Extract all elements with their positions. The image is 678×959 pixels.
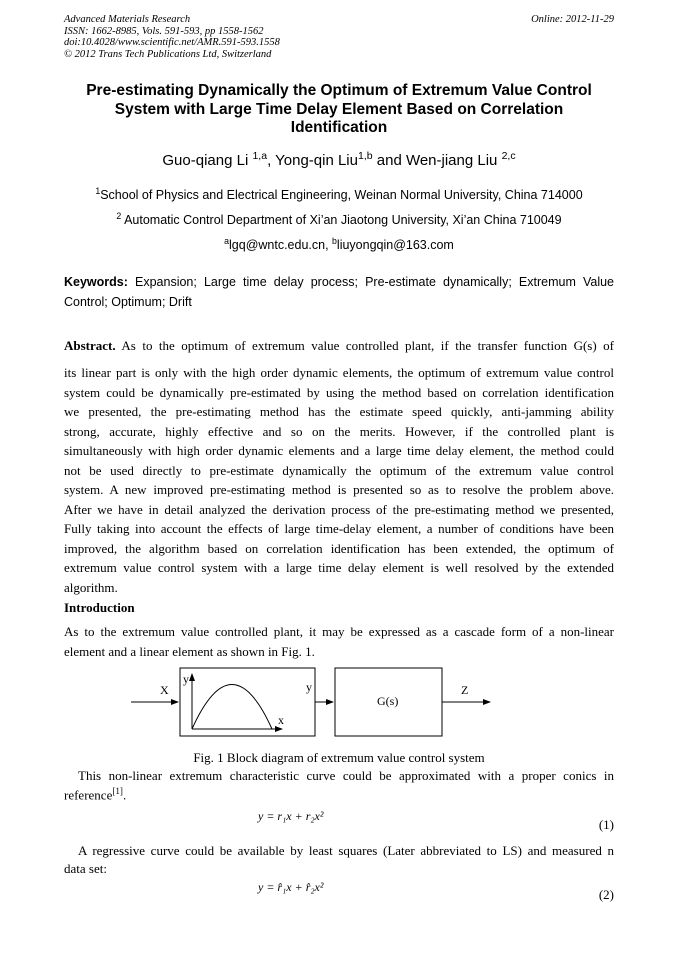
authors: Guo-qiang Li 1,a, Yong-qin Liu1,b and We… xyxy=(64,150,614,169)
text: . xyxy=(122,787,127,803)
journal-header: Advanced Materials Research ISSN: 1662-8… xyxy=(64,14,280,60)
author-sup: 1,b xyxy=(357,150,373,162)
text-line: reference[1]. xyxy=(64,786,614,803)
doi: doi:10.4028/www.scientific.net/AMR.591-5… xyxy=(64,37,280,48)
aff-text: School of Physics and Electrical Enginee… xyxy=(100,188,583,203)
affiliation-1: 1School of Physics and Electrical Engine… xyxy=(64,186,614,202)
abstract-line: we presented, the pre-estimating method … xyxy=(64,404,614,419)
title-line: Pre-estimating Dynamically the Optimum o… xyxy=(86,82,592,99)
axis-y-label: y xyxy=(183,672,189,686)
text: reference xyxy=(64,787,113,803)
abstract-line: algorithm. xyxy=(64,579,118,595)
citation-link[interactable]: [1] xyxy=(112,786,123,796)
abstract-line: extremum value control system with a lar… xyxy=(64,560,614,575)
text-line: This non-linear extremum characteristic … xyxy=(78,768,614,783)
email-sup: b xyxy=(332,236,337,246)
abstract-label: Abstract. xyxy=(64,338,116,353)
issn: ISSN: 1662-8985, Vols. 591-593, pp 1558-… xyxy=(64,25,264,37)
keywords-label: Keywords: xyxy=(64,275,128,289)
author: , Yong-qin Liu xyxy=(267,152,358,169)
axis-x-label: x xyxy=(278,713,284,727)
abstract-line: not be used directly to pre-estimate dyn… xyxy=(64,462,614,478)
abstract-text: As to the optimum of extremum value cont… xyxy=(115,338,614,353)
abstract-line: Fully taking into account the effects of… xyxy=(64,521,614,536)
nonlinear-block xyxy=(179,667,316,737)
abstract-line: improved, the algorithm based on correla… xyxy=(64,540,614,556)
abstract-line: system. A new improved pre-estimating me… xyxy=(64,482,614,497)
equation-2: y = r̂₁x + r̂₂x² xyxy=(258,880,324,894)
email-sup: a xyxy=(224,236,230,246)
journal-name: Advanced Materials Research xyxy=(64,14,191,25)
abstract-first-line: Abstract. As to the optimum of extremum … xyxy=(64,338,614,354)
equation-number: (2) xyxy=(598,887,614,902)
mid-label: y xyxy=(306,680,312,694)
output-label: Z xyxy=(461,683,468,697)
author: Guo-qiang Li xyxy=(162,152,253,169)
block-diagram: X y x y G(s) Z xyxy=(131,667,491,737)
aff-sup: 1 xyxy=(95,186,101,196)
author-sup: 1,a xyxy=(252,150,268,162)
keywords-text: Expansion; Large time delay process; Pre… xyxy=(64,275,614,309)
title-line: System with Large Time Delay Element Bas… xyxy=(114,100,564,118)
equation-1: y = r₁x + r₂x² xyxy=(258,809,324,823)
abstract-line: its linear part is only with the high or… xyxy=(64,365,614,380)
section-heading: Introduction xyxy=(64,600,135,615)
input-label: X xyxy=(160,683,169,697)
copyright: © 2012 Trans Tech Publications Ltd, Swit… xyxy=(64,48,272,60)
emails: algq@wntc.edu.cn, bliuyongqin@163.com xyxy=(64,236,614,252)
abstract-line: simultaneously with high order dynamic e… xyxy=(64,443,614,458)
author-sup: 2,c xyxy=(501,150,516,162)
email-link[interactable]: lgq@wntc.edu.cn, xyxy=(229,238,333,253)
text-line: data set: xyxy=(64,861,107,876)
online-date: Online: 2012-11-29 xyxy=(531,14,614,25)
keywords: Keywords: Expansion; Large time delay pr… xyxy=(64,273,614,312)
abstract-line: system could be dynamically pre-estimate… xyxy=(64,384,614,400)
aff-text: Automatic Control Department of Xi’an Ji… xyxy=(124,213,562,228)
gs-label: G(s) xyxy=(377,694,398,708)
equation-number: (1) xyxy=(598,817,614,832)
figure-caption: Fig. 1 Block diagram of extremum value c… xyxy=(193,750,485,765)
abstract-line: strong, accurate, highly effective and s… xyxy=(64,423,614,439)
abstract-line: After we have in detail analyzed the der… xyxy=(64,501,614,517)
author: and Wen-jiang Liu xyxy=(372,152,502,169)
extremum-curve xyxy=(191,684,273,730)
paper-title: Pre-estimating Dynamically the Optimum o… xyxy=(64,82,614,138)
email-link[interactable]: liuyongqin@163.com xyxy=(336,238,454,253)
text-line: As to the extremum value controlled plan… xyxy=(64,624,614,639)
text-line: A regressive curve could be available by… xyxy=(78,843,614,858)
affiliation-2: 2 Automatic Control Department of Xi’an … xyxy=(64,211,614,227)
aff-sup: 2 xyxy=(116,211,122,221)
title-line: Identification xyxy=(290,119,388,136)
text-line: element and a linear element as shown in… xyxy=(64,644,315,659)
